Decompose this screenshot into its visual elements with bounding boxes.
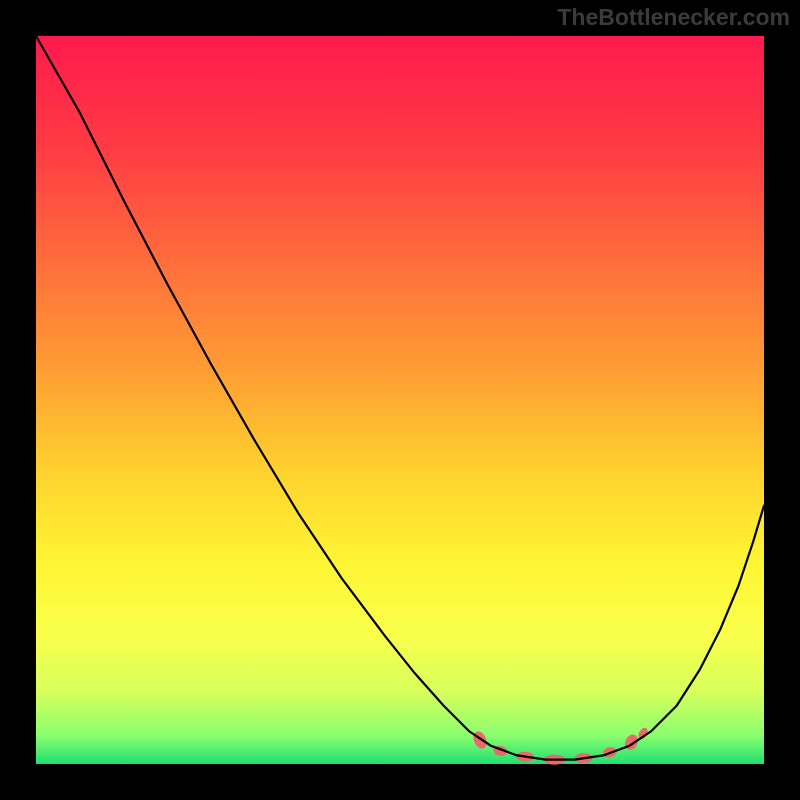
watermark-text: TheBottlenecker.com [557,4,790,31]
chart-svg [0,0,800,800]
chart-container: { "watermark": { "text": "TheBottlenecke… [0,0,800,800]
